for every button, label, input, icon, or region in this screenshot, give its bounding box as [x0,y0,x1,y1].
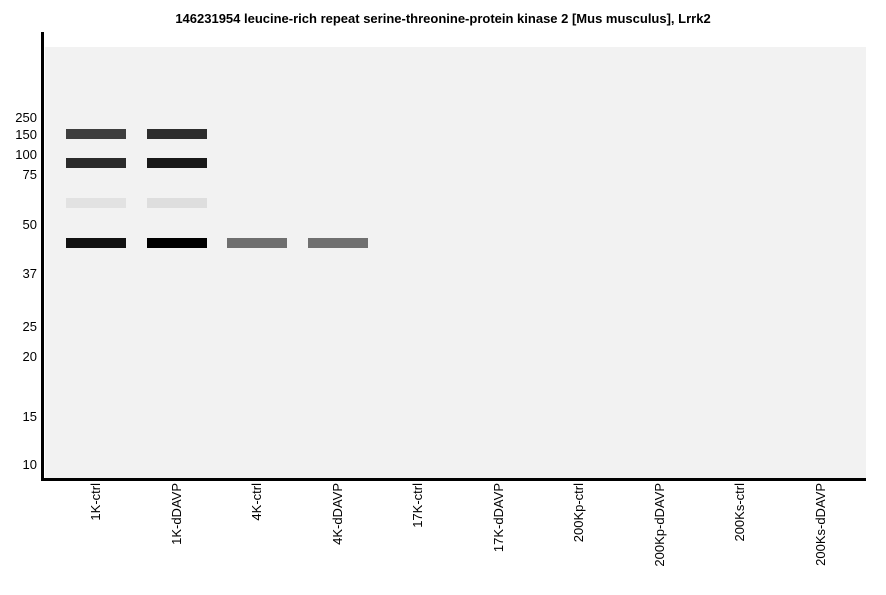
lane-label: 4K-ctrl [249,483,264,521]
gel-band [66,198,126,208]
mw-marker-label: 15 [22,409,37,424]
gel-band [146,198,207,208]
mw-marker-label: 37 [22,266,37,281]
lane-label: 200Kp-ctrl [571,483,586,543]
mw-marker-label: 100 [15,147,37,162]
gel-band [146,129,207,139]
gel-band [66,158,126,168]
lane-label: 200Ks-dDAVP [812,483,828,566]
gel-band [66,129,126,139]
gel-band [146,158,207,168]
chart-title: 146231954 leucine-rich repeat serine-thr… [175,11,711,26]
plot-area [45,47,866,478]
lane-label: 1K-ctrl [88,483,103,521]
lane-label: 4K-dDAVP [329,483,345,545]
mw-marker-label: 75 [22,167,37,182]
lane-label: 200Kp-dDAVP [651,483,667,567]
lane-label: 200Ks-ctrl [732,483,747,542]
mw-marker-label: 150 [15,127,37,142]
y-axis-line [41,32,44,481]
mw-marker-label: 250 [15,110,37,125]
x-axis-line [41,478,866,481]
mw-marker-label: 50 [22,217,37,232]
gel-band [146,238,207,248]
mw-marker-label: 20 [22,349,37,364]
lane-label: 17K-dDAVP [490,483,506,553]
gel-band [307,238,368,248]
lane-label: 1K-dDAVP [168,483,184,545]
lane-label: 17K-ctrl [410,483,425,528]
mw-marker-label: 25 [22,319,37,334]
mw-marker-label: 10 [22,457,37,472]
gel-band [227,238,287,248]
gel-band [66,238,126,248]
